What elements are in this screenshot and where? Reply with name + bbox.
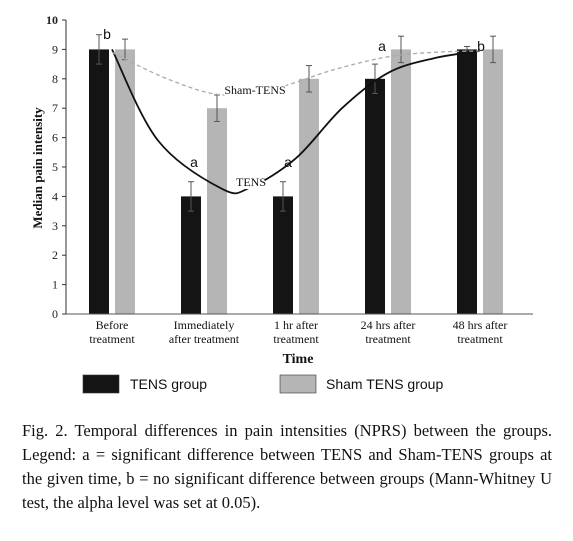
tens-curve [111, 48, 481, 195]
significance-label: b [103, 26, 111, 42]
curve-label: TENS [236, 175, 266, 189]
y-axis: 0 1 2 3 4 5 6 7 8 9 10 [46, 13, 67, 321]
error-bars [96, 34, 496, 212]
y-tick-label: 5 [52, 160, 58, 174]
x-tick-label: treatment [365, 332, 411, 346]
bar-tens [181, 196, 201, 314]
x-tick-label: treatment [89, 332, 135, 346]
bar-sham-tens [391, 49, 411, 315]
x-axis-label: Time [283, 352, 314, 367]
bar-sham-tens [115, 49, 135, 315]
y-tick-label: 1 [52, 278, 58, 292]
x-tick-label: 1 hr after [274, 318, 318, 332]
bar-tens [273, 196, 293, 314]
curve-label-bg [237, 176, 265, 189]
y-tick-label: 9 [52, 42, 58, 56]
legend: TENS group Sham TENS group [82, 374, 443, 394]
curve-label: Sham-TENS [224, 83, 285, 97]
significance-label: b [477, 38, 485, 54]
y-tick-label: 0 [52, 307, 58, 321]
bar-tens [457, 49, 477, 315]
x-tick-label: Immediately [174, 318, 235, 332]
y-tick-label: 2 [52, 248, 58, 262]
y-tick-label: 4 [52, 189, 58, 203]
y-tick-label: 7 [52, 101, 58, 115]
bar-sham-tens [299, 78, 319, 314]
legend-swatch-sham-tens [279, 374, 317, 394]
x-tick-label: treatment [457, 332, 503, 346]
legend-label: Sham TENS group [326, 376, 443, 392]
y-tick-label: 8 [52, 72, 58, 86]
x-tick-label: 24 hrs after [361, 318, 416, 332]
bar-sham-tens [207, 108, 227, 314]
x-tick-label: Before [96, 318, 129, 332]
trend-curves: TENS Sham-TENS [111, 48, 481, 195]
bar-sham-tens [483, 49, 503, 315]
x-tick-label: 48 hrs after [453, 318, 508, 332]
sham-tens-curve [111, 50, 481, 96]
significance-label: a [378, 38, 386, 54]
y-axis-label: Median pain intensity [30, 107, 45, 229]
x-tick-label: after treatment [169, 332, 240, 346]
legend-swatch-tens [82, 374, 120, 394]
significance-annotations: b a a a b [103, 26, 485, 170]
bars [89, 49, 503, 315]
y-tick-label: 3 [52, 219, 58, 233]
legend-label: TENS group [130, 376, 207, 392]
curve-label-bg [224, 84, 286, 97]
bar-tens [365, 78, 385, 314]
significance-label: a [190, 154, 198, 170]
figure-caption: Fig. 2. Temporal differences in pain int… [22, 421, 552, 512]
y-tick-label: 10 [46, 13, 58, 27]
y-tick-label: 6 [52, 131, 58, 145]
significance-label: a [284, 154, 292, 170]
bar-tens [89, 49, 109, 315]
x-tick-label: treatment [273, 332, 319, 346]
